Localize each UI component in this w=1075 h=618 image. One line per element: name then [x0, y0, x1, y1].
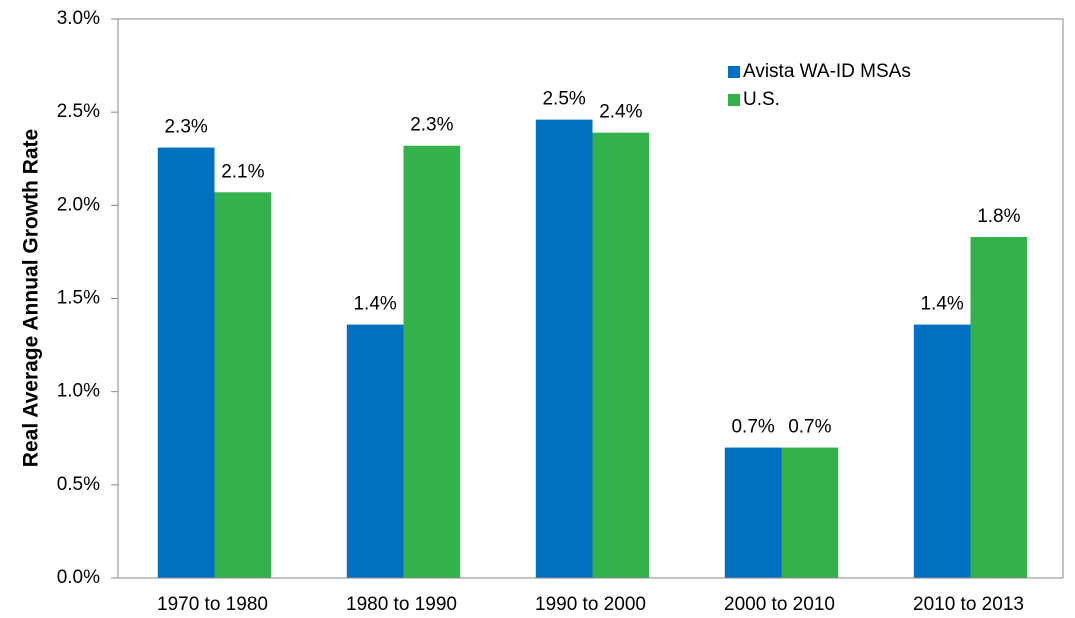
- data-label: 1.8%: [977, 206, 1020, 227]
- bar: [535, 119, 593, 579]
- y-tick-label: 1.5%: [57, 288, 100, 309]
- plot-frame: [117, 18, 1064, 579]
- y-tick-label: 2.5%: [57, 101, 100, 122]
- bar: [157, 147, 215, 578]
- y-axis-label: Real Average Annual Growth Rate: [20, 129, 43, 467]
- bar: [592, 132, 650, 578]
- data-label: 2.4%: [599, 102, 642, 123]
- x-tick-label: 1970 to 1980: [157, 594, 268, 615]
- data-label: 2.3%: [164, 117, 207, 138]
- y-tick-label: 3.0%: [57, 8, 100, 29]
- legend-swatch: [728, 66, 740, 78]
- y-tick-label: 0.0%: [57, 567, 100, 588]
- y-tick-label: 2.0%: [57, 194, 100, 215]
- x-tick-label: 1990 to 2000: [535, 594, 646, 615]
- legend-label: Avista WA-ID MSAs: [743, 61, 911, 82]
- data-label: 0.7%: [731, 417, 774, 438]
- legend-label: U.S.: [743, 89, 780, 110]
- bar: [913, 324, 971, 578]
- x-tick-label: 2000 to 2010: [724, 594, 835, 615]
- bar: [724, 447, 782, 578]
- data-label: 1.4%: [353, 294, 396, 315]
- data-label: 2.3%: [410, 115, 453, 136]
- data-label: 1.4%: [920, 294, 963, 315]
- legend-swatch: [728, 94, 740, 106]
- bar: [214, 192, 272, 579]
- data-label: 2.1%: [221, 161, 264, 182]
- bar: [970, 237, 1028, 578]
- y-tick-label: 1.0%: [57, 381, 100, 402]
- x-tick-label: 2010 to 2013: [913, 594, 1024, 615]
- bar: [781, 447, 839, 578]
- bar: [346, 324, 404, 578]
- data-label: 0.7%: [788, 417, 831, 438]
- y-tick-label: 0.5%: [57, 474, 100, 495]
- x-tick-label: 1980 to 1990: [346, 594, 457, 615]
- data-label: 2.5%: [542, 89, 585, 110]
- bar: [403, 145, 461, 578]
